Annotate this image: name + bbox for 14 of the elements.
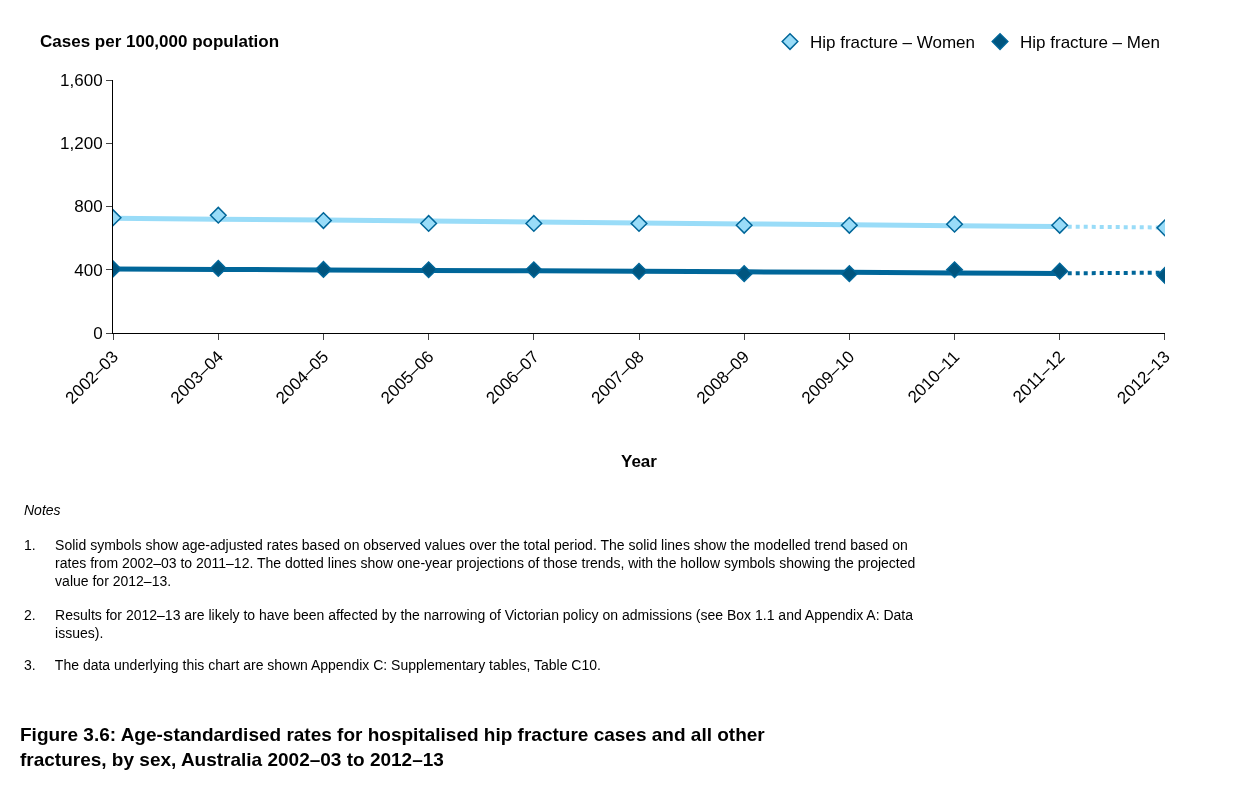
text: 2. Results for 2012–13 are likely to have been affected by the narrowing of Victorian policy on admissions (see Box 1.1 and Appendix A: Data issues).: [24, 607, 914, 642]
y-tick-label: 1,600: [60, 70, 103, 90]
legend-label: Hip fracture – Men: [1020, 33, 1160, 53]
y-tick-label: 400: [74, 260, 103, 280]
y-tick-label: 1,200: [60, 134, 103, 154]
y-tick-label: 800: [74, 197, 103, 217]
text: 1. Solid symbols show age-adjusted rates based on observed values over the total period. The solid lines show the modelled trend based on rates from 2002–03 to 2011–12. The dotted lines show one-year projections of those trends, with the hollow symbols showing the projected value for 2012–13.: [24, 537, 916, 590]
y-axis-title: Cases per 100,000 population: [40, 32, 280, 51]
y-tick-label: 0: [93, 323, 103, 343]
text: Figure 3.6: Age-standardised rates for hospitalised hip fracture cases and all other fractures, by sex, Australia 2002–03 to 2012–13: [20, 724, 766, 770]
legend-label: Hip fracture – Women: [810, 33, 976, 53]
text: Notes: [24, 502, 61, 518]
text: 3. The data underlying this chart are shown Appendix C: Supplementary tables, Table C10.: [24, 657, 601, 673]
x-axis-title: Year: [621, 452, 658, 471]
